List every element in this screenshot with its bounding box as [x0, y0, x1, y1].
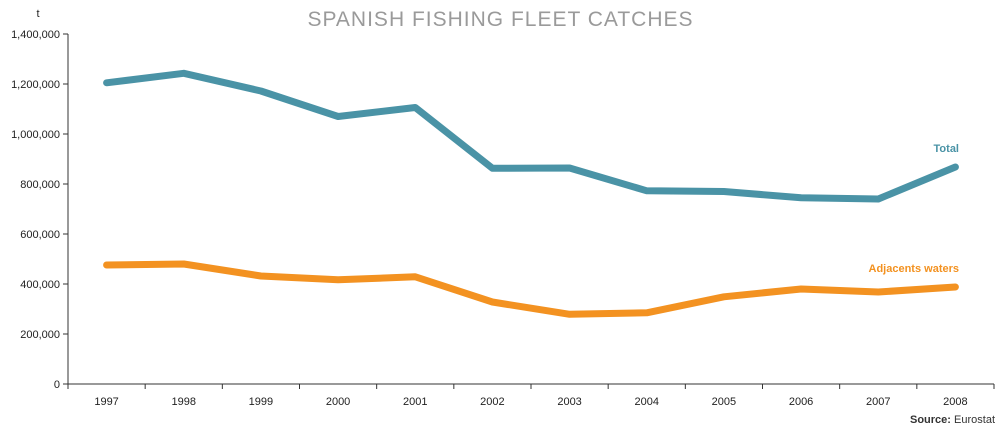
y-tick-label: 0 [54, 379, 60, 391]
x-tick-label: 1999 [249, 396, 273, 408]
source-value: Eurostat [954, 414, 995, 426]
x-tick-label: 2000 [326, 396, 350, 408]
x-tick-label: 2007 [866, 396, 890, 408]
series-line-adjacent-waters [103, 260, 959, 318]
series-label: Adjacents waters [869, 263, 959, 275]
x-tick-label: 1998 [172, 396, 196, 408]
y-tick-label: 200,000 [20, 329, 60, 341]
labels-layer: t 0 200,000 400,000 600,000 800,000 1,000,000 1… [11, 8, 968, 408]
series-label: Total [934, 143, 959, 155]
source-note: Source: Eurostat [910, 414, 995, 426]
y-unit-label: t [36, 8, 39, 20]
y-tick-label: 800,000 [20, 179, 60, 191]
x-tick-label: 2001 [403, 396, 427, 408]
chart-title: SPANISH FISHING FLEET CATCHES [307, 8, 694, 31]
x-tick-label: 2003 [557, 396, 581, 408]
x-tick-label: 2008 [943, 396, 967, 408]
series-layer [103, 69, 959, 318]
y-tick-label: 1,200,000 [11, 79, 60, 91]
x-tick-label: 2006 [789, 396, 813, 408]
y-tick-label: 1,400,000 [11, 29, 60, 41]
axes [63, 33, 995, 389]
x-tick-label: 2002 [480, 396, 504, 408]
source-label: Source: [910, 414, 951, 426]
y-tick-label: 600,000 [20, 229, 60, 241]
series-line-total [103, 69, 959, 203]
y-tick-label: 400,000 [20, 279, 60, 291]
y-tick-label: 1,000,000 [11, 129, 60, 141]
x-tick-label: 1997 [94, 396, 118, 408]
x-tick-label: 2005 [712, 396, 736, 408]
x-tick-label: 2004 [635, 396, 659, 408]
